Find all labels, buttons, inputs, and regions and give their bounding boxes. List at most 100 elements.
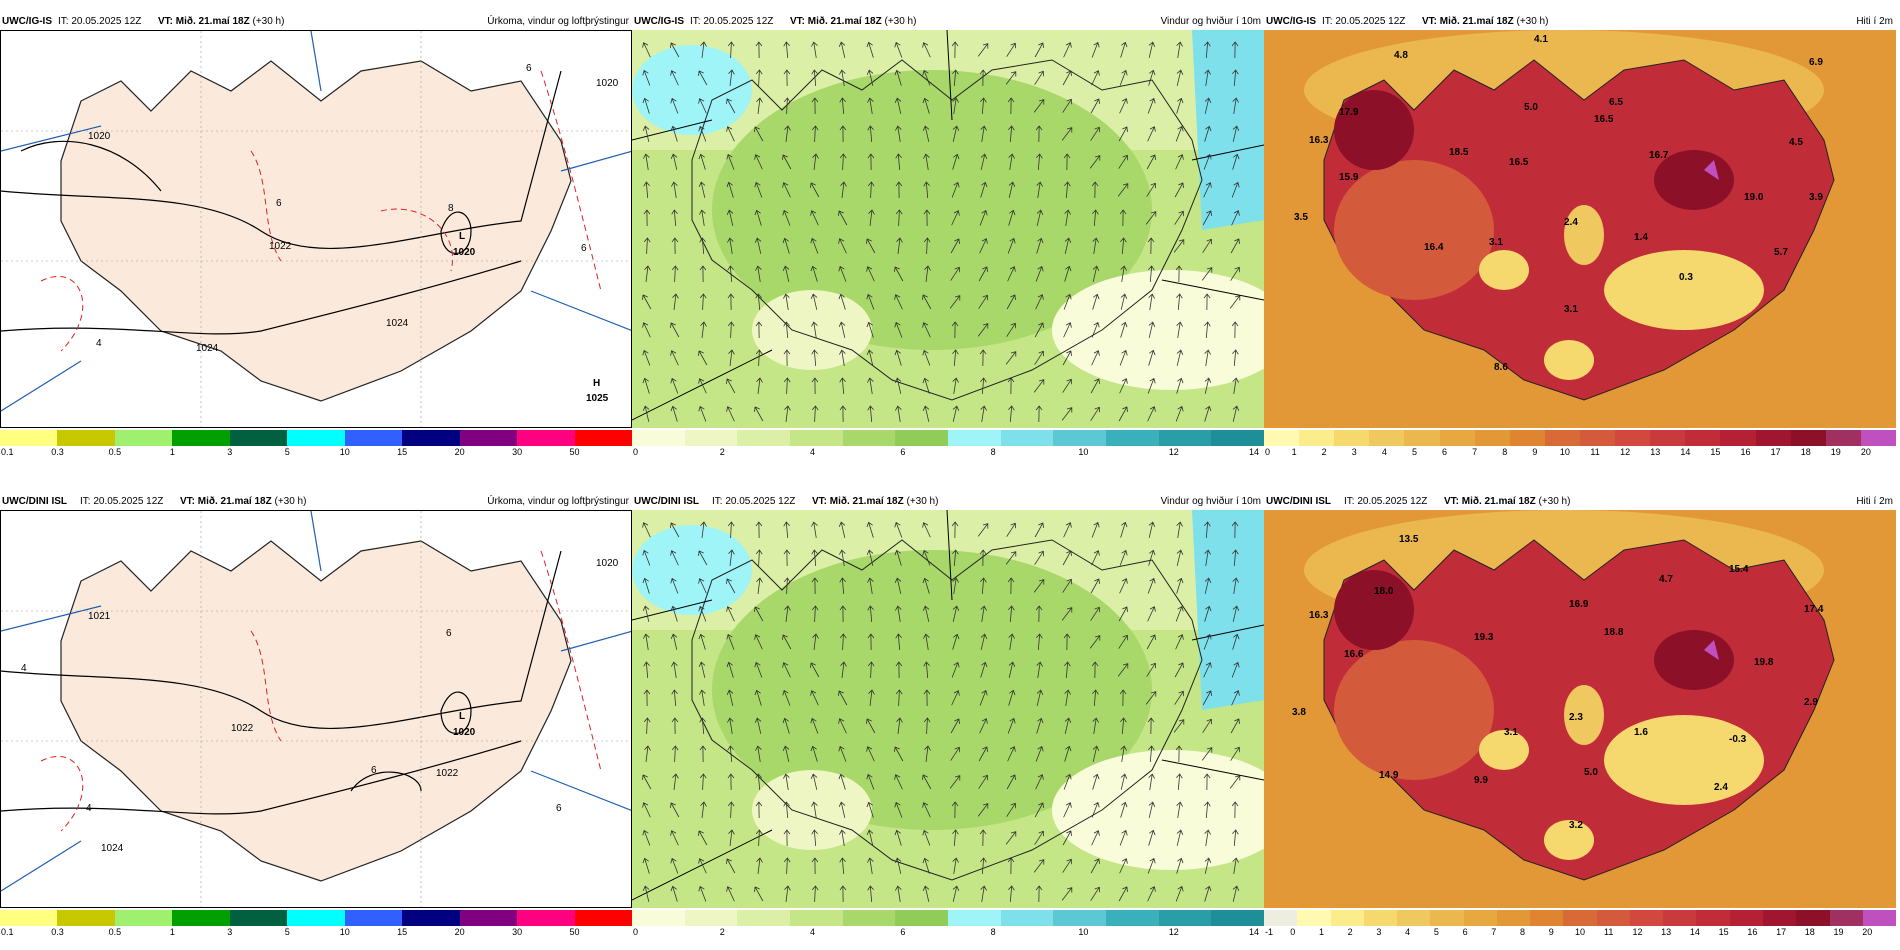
- wind-arrow-icon: [1147, 886, 1156, 902]
- wind-arrow-icon: [867, 153, 875, 171]
- colorbar-precip: [0, 910, 632, 926]
- wind-arrow-icon: [839, 97, 846, 115]
- wind-arrow-icon: [727, 773, 735, 791]
- colorbar-tick-label: 0: [633, 927, 639, 937]
- temperature-value: 5.0: [1524, 102, 1538, 113]
- isobar-label: 1020: [596, 558, 619, 569]
- wind-arrow-icon: [867, 577, 874, 594]
- valid-time: VT: Mið. 21.maí 18Z (+30 h): [790, 16, 917, 27]
- colorbar-segment: [1474, 430, 1510, 446]
- wind-arrow-icon: [923, 717, 931, 735]
- wind-arrow-icon: [1091, 321, 1100, 338]
- wind-arrow-icon: [699, 717, 706, 735]
- wind-arrow-icon: [894, 349, 902, 366]
- wind-arrow-icon: [755, 549, 763, 567]
- wind-arrow-icon: [1034, 322, 1044, 338]
- wind-arrow-icon: [951, 521, 959, 539]
- wind-arrow-icon: [922, 605, 930, 622]
- temperature-value: 2.3: [1569, 712, 1583, 723]
- wind-arrow-icon: [979, 349, 987, 367]
- colorbar-tick-label: 3: [227, 447, 233, 457]
- wind-arrow-icon: [894, 577, 902, 594]
- precip-contours: [40, 70, 602, 352]
- wind-arrow-icon: [810, 717, 819, 734]
- colorbar-segment: [1106, 430, 1159, 446]
- panel-title: Úrkoma, vindur og loftþrýstingur: [487, 16, 629, 27]
- wind-arrow-icon: [699, 209, 706, 226]
- wind-arrow-icon: [1202, 690, 1212, 706]
- wind-arrow-icon: [727, 321, 735, 339]
- wind-arrow-icon: [643, 689, 651, 707]
- wind-arrow-icon: [1204, 549, 1211, 566]
- wind-arrow-icon: [894, 521, 903, 538]
- wind-arrow-icon: [1035, 774, 1044, 790]
- colorbar-tick-label: 5: [284, 447, 290, 457]
- colorbar-tick-label: 9: [1548, 927, 1554, 937]
- panel-title: Hiti í 2m: [1856, 496, 1893, 507]
- wind-arrow-icon: [670, 605, 678, 622]
- wind-arrow-icon: [838, 321, 846, 338]
- wind-arrow-icon: [754, 886, 764, 902]
- wind-arrow-icon: [1005, 831, 1017, 845]
- contour-label: 6: [446, 628, 452, 639]
- wind-arrow-icon: [1203, 182, 1212, 198]
- colorbar-tick-label: 7: [1472, 447, 1478, 457]
- init-time: IT: 20.05.2025 12Z: [1344, 496, 1428, 507]
- wind-arrow-icon: [672, 293, 679, 310]
- colorbar-segment: [1463, 910, 1497, 926]
- wind-arrow-icon: [1033, 99, 1045, 113]
- colorbar-tick-label: 15: [1710, 447, 1721, 457]
- colorbar-wind: [632, 910, 1265, 926]
- colorbar-tick-label: 8: [990, 447, 996, 457]
- wind-arrow-icon: [894, 294, 903, 310]
- high-wind-area: [632, 525, 752, 615]
- wind-arrow-icon: [922, 69, 931, 86]
- wind-arrow-icon: [952, 605, 960, 622]
- wind-arrow-icon: [1176, 377, 1184, 394]
- wind-arrow-icon: [1147, 97, 1156, 114]
- colorbar-tick-label: 15: [397, 447, 408, 457]
- wind-arrow-icon: [1148, 69, 1156, 86]
- panel-title: Vindur og hviður í 10m: [1160, 16, 1261, 27]
- isobar-label: 1020: [88, 131, 111, 142]
- wind-arrow-icon: [951, 321, 959, 339]
- wind-arrow-icon: [728, 549, 735, 566]
- wind-arrow-icon: [1036, 237, 1044, 254]
- wind-arrow-icon: [952, 97, 959, 114]
- wind-arrow-icon: [643, 153, 650, 170]
- temperature-value: 1.4: [1634, 232, 1648, 243]
- wind-arrow-icon: [1008, 605, 1015, 623]
- wind-arrow-icon: [727, 293, 735, 311]
- wind-arrow-icon: [1229, 295, 1241, 309]
- wind-arrow-icon: [1091, 661, 1099, 679]
- temperature-value: 4.1: [1534, 34, 1548, 45]
- wind-arrow-icon: [896, 237, 903, 254]
- wind-arrow-icon: [1232, 577, 1239, 594]
- wind-arrow-icon: [980, 577, 987, 595]
- wind-arrow-icon: [698, 885, 707, 902]
- wind-arrow-icon: [1232, 153, 1240, 170]
- wind-arrow-icon: [1148, 265, 1155, 283]
- wind-arrow-icon: [726, 98, 736, 114]
- valid-time: VT: Mið. 21.maí 18Z (+30 h): [180, 496, 307, 507]
- colorbar-segment: [459, 910, 518, 926]
- wind-arrow-icon: [1174, 662, 1184, 678]
- wind-arrow-icon: [726, 858, 736, 874]
- colorbar-tick-label: 2: [719, 927, 725, 937]
- wind-arrow-icon: [1119, 549, 1128, 566]
- temperature-value: 14.9: [1379, 770, 1399, 781]
- wind-arrow-icon: [1006, 294, 1016, 310]
- wind-arrow-icon: [1091, 70, 1100, 86]
- temperature-value: 3.1: [1564, 304, 1578, 315]
- wind-arrow-icon: [895, 125, 902, 142]
- wind-arrow-icon: [1036, 717, 1044, 734]
- contour-label: 6: [556, 803, 562, 814]
- colorbar-tick-label: 6: [900, 447, 906, 457]
- wind-arrow-icon: [866, 321, 874, 338]
- wind-arrow-icon: [670, 885, 678, 902]
- colorbar-tick-label: 4: [1405, 927, 1411, 937]
- wind-arrow-icon: [1063, 322, 1072, 338]
- wind-arrow-icon: [1175, 125, 1184, 142]
- wind-arrow-icon: [698, 125, 707, 142]
- colorbar-segment: [1825, 430, 1861, 446]
